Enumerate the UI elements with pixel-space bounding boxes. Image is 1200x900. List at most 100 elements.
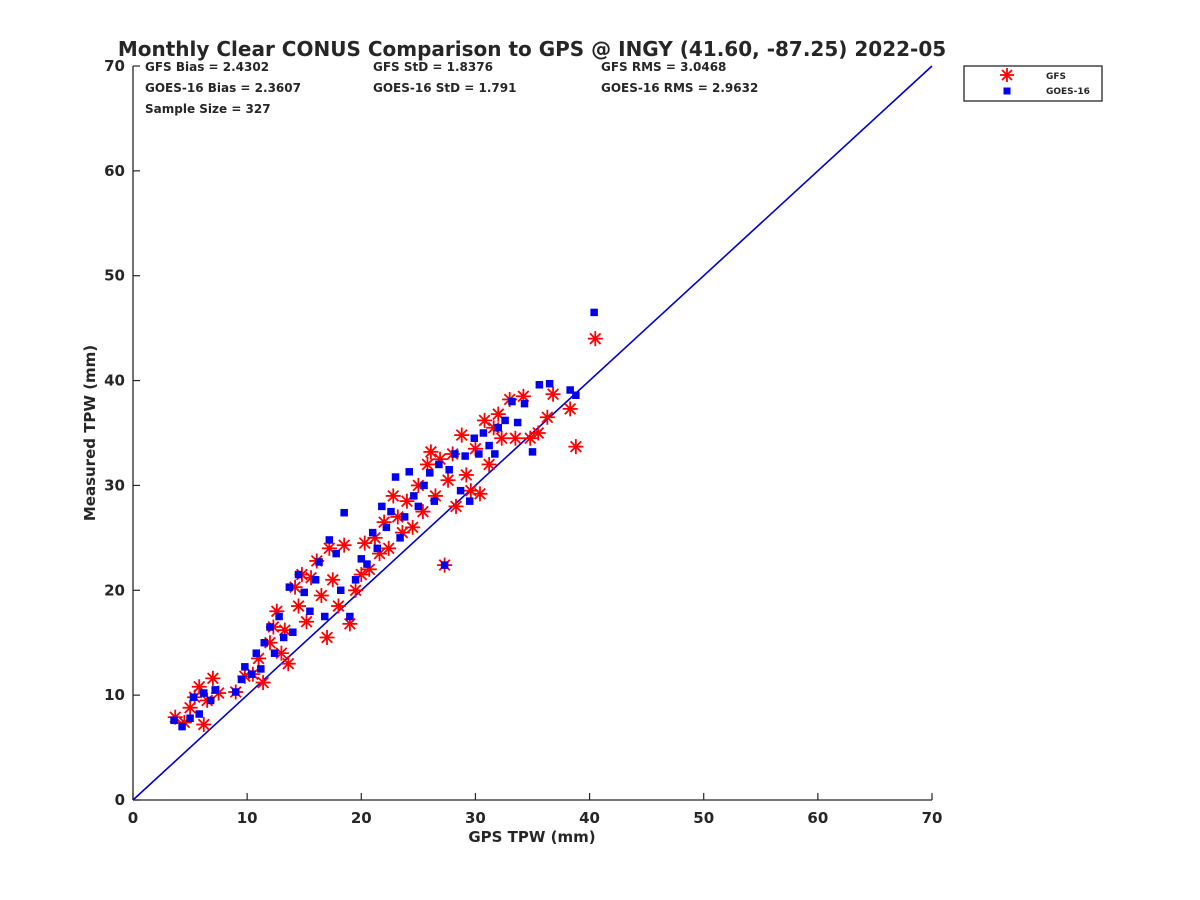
gfs-point [539,409,555,425]
gfs-point [458,467,474,483]
legend-goes-label: GOES-16 [1046,87,1090,97]
x-axis-label: GPS TPW (mm) [468,828,595,846]
legend-gfs-asterisk [1000,68,1014,82]
goes-16-point [566,386,574,394]
gfs-point [205,670,221,686]
gfs-point [472,486,488,502]
goes-16-point [351,576,360,584]
gfs-point [319,629,335,645]
gfs-point [494,430,510,446]
goes-16-point [378,502,386,511]
goes-16-point [294,570,303,579]
goes-16-point [426,469,434,477]
x-tick-label: 30 [465,809,486,827]
gfs-point [454,427,470,443]
y-tick-label: 40 [104,372,125,390]
goes-16-point [470,434,479,442]
y-tick-label: 20 [104,581,125,599]
goes-16-point [368,528,377,537]
goes-16-point [363,560,371,568]
y-tick-label: 10 [104,686,125,704]
x-tick-label: 0 [128,809,138,827]
goes-16-point [396,534,404,542]
y-tick-label: 60 [104,162,125,180]
gfs-point [353,567,369,583]
goes-16-point [400,513,409,521]
goes-16-point [306,607,314,616]
gfs-point [481,456,497,472]
goes-16-point [336,586,345,595]
goes-16-point [357,555,366,563]
series-gfs [167,331,603,733]
goes-16-point [332,549,340,558]
goes-16-point [414,502,423,511]
goes-16-point [590,308,598,317]
goes-16-point [340,508,348,517]
goes-16-point [572,391,580,400]
gfs-point [522,430,538,446]
goes-16-point [279,633,288,642]
goes-16-point [195,710,203,718]
gfs-point [423,444,439,460]
goes-16-point [391,473,400,481]
goes-16-point [382,523,391,532]
goes-16-point [528,448,537,456]
gfs-point [568,439,584,455]
goes-16-point [186,714,194,722]
goes-16-point [461,452,469,460]
goes-16-point [315,558,323,566]
stat-goes-bias: GOES-16 Bias = 2.3607 [145,81,301,95]
goes-16-point [405,468,413,476]
goes-16-point [508,397,516,406]
legend-box [963,65,1103,102]
gfs-point [255,675,271,691]
goes-16-point [170,716,178,725]
goes-16-point [325,536,334,544]
y-tick-label: 50 [104,267,125,285]
goes-16-point [445,465,453,474]
gfs-point [507,430,523,446]
goes-16-point [420,481,428,490]
gfs-point [587,331,603,347]
goes-16-point [451,450,459,458]
x-tick-label: 70 [922,809,943,827]
gfs-point [385,488,401,504]
goes-16-point [494,424,503,432]
goes-16-point [520,399,529,408]
x-tick-label: 10 [237,809,258,827]
x-tick-label: 40 [579,809,600,827]
goes-16-point [321,612,329,621]
axis-ticks: 0 10 20 30 40 50 60 70 0 10 20 30 40 50 60 70 [104,57,942,827]
goes-16-point [289,628,297,636]
goes-16-point [189,693,198,701]
goes-16-point [206,696,215,705]
goes-16-point [211,686,219,694]
plot-area [132,66,932,801]
goes-16-point [479,429,488,437]
legend-goes-marker [1003,87,1011,95]
goes-16-point [252,649,261,657]
goes-16-point [237,675,246,684]
goes-16-point [475,450,483,458]
goes-16-point [485,441,493,450]
goes-16-point [300,588,308,597]
goes-16-point [545,379,554,388]
goes-16-point [270,649,279,657]
stat-gfs-bias: GFS Bias = 2.4302 [145,60,269,74]
gfs-point [448,498,464,514]
gfs-point [405,519,421,535]
y-tick-label: 0 [115,791,125,809]
gfs-point [325,572,341,588]
goes-16-point [285,583,294,591]
gfs-point [530,425,546,441]
x-tick-label: 20 [351,809,372,827]
stats-block: GFS Bias = 2.4302 GFS StD = 1.8376 GFS R… [145,60,758,116]
gfs-point [545,386,561,402]
gfs-point [440,472,456,488]
gfs-point [330,598,346,614]
goes-16-point [275,612,283,621]
stat-goes-rms: GOES-16 RMS = 2.9632 [601,81,758,95]
y-tick-label: 70 [104,57,125,75]
goes-16-point [373,544,382,553]
